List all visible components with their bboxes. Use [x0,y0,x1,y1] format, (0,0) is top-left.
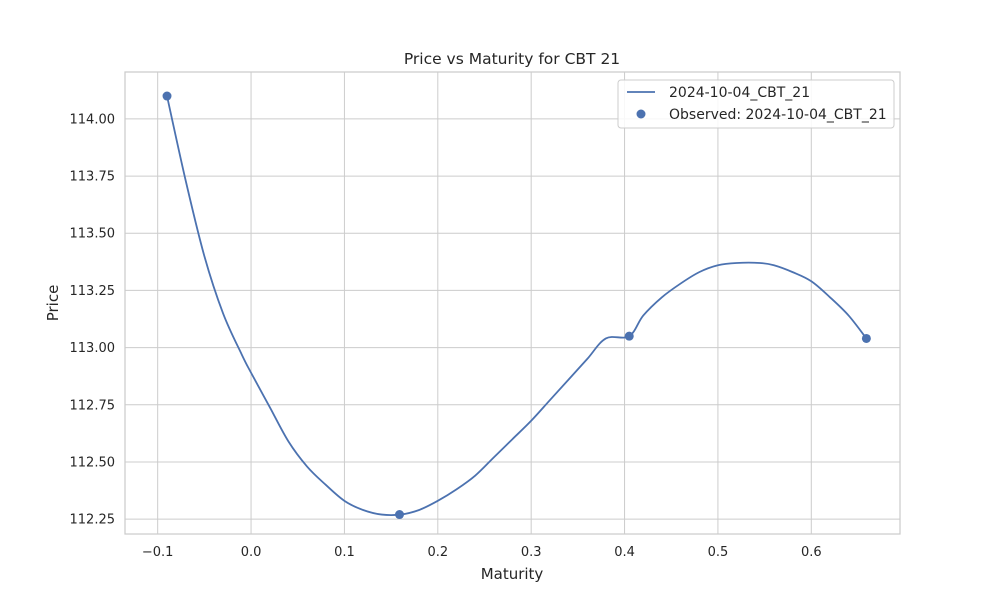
y-axis-label: Price [44,285,62,322]
plot-background [125,72,900,534]
plot-frame [124,71,901,535]
observed-point [624,331,634,341]
x-tick-label: 0.0 [241,545,262,560]
x-tick-label: 0.5 [708,545,729,560]
y-tick-label: 114.00 [70,112,116,127]
y-tick-label: 113.25 [70,284,116,299]
y-tick-label: 113.75 [70,170,116,185]
x-axis-label: Maturity [481,565,544,583]
y-tick-label: 113.00 [70,341,116,356]
x-tick-label: −0.1 [142,545,174,560]
y-tick-label: 112.75 [70,398,116,413]
x-tick-label: 0.1 [334,545,355,560]
legend: 2024-10-04_CBT_21 Observed: 2024-10-04_C… [617,79,895,129]
observed-point [162,91,172,101]
legend-marker-swatch [636,109,646,119]
y-tick-labels: 112.25 112.50 112.75 113.00 113.25 113.50 113.… [70,112,116,527]
series-layer [162,91,871,520]
x-tick-label: 0.3 [521,545,542,560]
legend-label-line: 2024-10-04_CBT_21 [669,85,810,101]
x-tick-label: 0.4 [614,545,635,560]
y-tick-label: 112.50 [70,455,116,470]
grid [125,72,900,534]
observed-point [861,333,871,343]
x-tick-labels: −0.1 0.0 0.1 0.2 0.3 0.4 0.5 0.6 [142,545,822,560]
legend-box [617,79,895,129]
series-line [166,95,868,517]
observed-point [395,510,405,520]
y-tick-label: 112.25 [70,513,116,528]
x-tick-label: 0.2 [427,545,448,560]
x-tick-label: 0.6 [801,545,822,560]
y-tick-label: 113.50 [70,227,116,242]
chart-title: Price vs Maturity for CBT 21 [404,50,620,68]
legend-label-observed: Observed: 2024-10-04_CBT_21 [669,107,887,123]
